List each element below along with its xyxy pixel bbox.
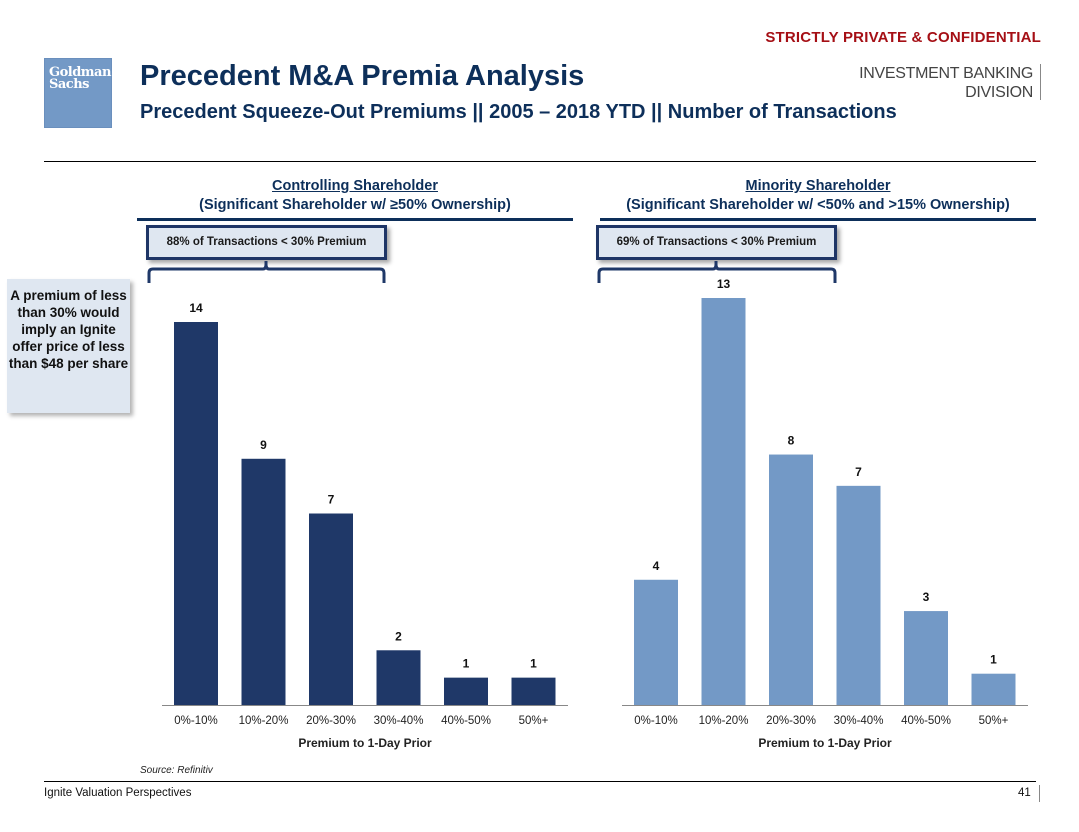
data-label: 14 bbox=[189, 301, 203, 315]
chart-minority: 4 0%-10% 13 10%-20% 8 20%-30% 7 30%-40% 3 40%-50%… bbox=[622, 277, 1028, 750]
bar bbox=[241, 458, 286, 705]
x-tick-label: 20%-30% bbox=[306, 715, 356, 727]
footer-rule bbox=[44, 781, 1036, 782]
confidentiality-banner: STRICTLY PRIVATE & CONFIDENTIAL bbox=[765, 29, 1041, 46]
x-tick-label: 20%-30% bbox=[766, 715, 816, 727]
panel-heading-title: Controlling Shareholder bbox=[272, 178, 438, 194]
bar bbox=[444, 677, 488, 705]
bar bbox=[701, 298, 746, 705]
data-label: 13 bbox=[717, 277, 731, 291]
bar bbox=[174, 322, 218, 705]
panel-rule-minority bbox=[600, 218, 1036, 221]
x-axis-label: Premium to 1-Day Prior bbox=[758, 736, 892, 750]
goldman-sachs-logo: Goldman Sachs bbox=[44, 58, 112, 128]
x-tick-label: 30%-40% bbox=[834, 715, 884, 727]
x-tick-label: 30%-40% bbox=[374, 715, 424, 727]
x-tick-label: 10%-20% bbox=[239, 715, 289, 727]
data-label: 4 bbox=[653, 559, 660, 573]
panel-heading-controlling: Controlling Shareholder (Significant Sha… bbox=[137, 177, 573, 215]
division-label: INVESTMENT BANKING DIVISION bbox=[859, 64, 1033, 102]
bar bbox=[904, 611, 948, 705]
data-label: 1 bbox=[990, 653, 997, 667]
panel-heading-subtitle: (Significant Shareholder w/ ≥50% Ownersh… bbox=[199, 197, 511, 213]
x-tick-label: 10%-20% bbox=[699, 715, 749, 727]
logo-line-2: Sachs bbox=[49, 77, 90, 92]
bar bbox=[769, 454, 813, 705]
bar bbox=[836, 485, 881, 705]
bracket-controlling bbox=[147, 261, 386, 283]
page-subtitle: Precedent Squeeze-Out Premiums || 2005 –… bbox=[140, 101, 897, 123]
page-number: 41 bbox=[1018, 787, 1031, 799]
x-tick-label: 40%-50% bbox=[901, 715, 951, 727]
panel-rule-controlling bbox=[137, 218, 573, 221]
bracket-minority bbox=[597, 261, 837, 283]
page-divider bbox=[1039, 785, 1040, 802]
data-label: 7 bbox=[855, 465, 862, 479]
bar bbox=[971, 673, 1016, 705]
x-tick-label: 0%-10% bbox=[174, 715, 217, 727]
callout-minority: 69% of Transactions < 30% Premium bbox=[596, 225, 837, 260]
data-label: 7 bbox=[328, 493, 335, 507]
data-label: 3 bbox=[923, 590, 930, 604]
data-label: 1 bbox=[530, 657, 537, 671]
x-tick-label: 50%+ bbox=[519, 715, 549, 727]
data-label: 1 bbox=[463, 657, 470, 671]
panel-heading-subtitle: (Significant Shareholder w/ <50% and >15… bbox=[626, 197, 1010, 213]
panel-heading-title: Minority Shareholder bbox=[745, 178, 891, 194]
logo-line-1: Goldman bbox=[49, 65, 111, 80]
page-title: Precedent M&A Premia Analysis bbox=[140, 60, 585, 92]
bar bbox=[376, 650, 421, 705]
side-note: A premium of less than 30% would imply a… bbox=[7, 279, 130, 413]
source-note: Source: Refinitiv bbox=[140, 765, 213, 776]
division-divider bbox=[1040, 64, 1041, 100]
data-label: 2 bbox=[395, 629, 402, 643]
callout-controlling: 88% of Transactions < 30% Premium bbox=[146, 225, 387, 260]
chart-controlling: 14 0%-10% 9 10%-20% 7 20%-30% 2 30%-40% 1 40%-50%… bbox=[162, 301, 568, 750]
bar bbox=[511, 677, 556, 705]
x-axis-label: Premium to 1-Day Prior bbox=[298, 736, 432, 750]
footer-document-name: Ignite Valuation Perspectives bbox=[44, 787, 192, 799]
division-line-2: DIVISION bbox=[965, 84, 1033, 101]
data-label: 8 bbox=[788, 434, 795, 448]
bar bbox=[634, 579, 678, 705]
data-label: 9 bbox=[260, 438, 267, 452]
header-rule bbox=[44, 161, 1036, 162]
division-line-1: INVESTMENT BANKING bbox=[859, 65, 1033, 82]
x-tick-label: 50%+ bbox=[979, 715, 1009, 727]
panel-heading-minority: Minority Shareholder (Significant Shareh… bbox=[600, 177, 1036, 215]
bar bbox=[309, 513, 353, 705]
x-tick-label: 0%-10% bbox=[634, 715, 677, 727]
x-tick-label: 40%-50% bbox=[441, 715, 491, 727]
